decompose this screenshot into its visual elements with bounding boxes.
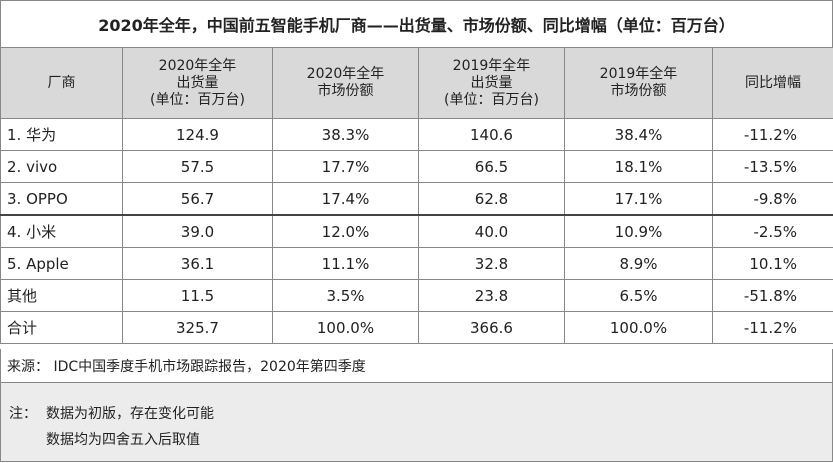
cell: 366.6	[418, 311, 565, 344]
header-text: 2020年全年	[306, 66, 385, 82]
header-row: 厂商 2020年全年 出货量 (单位：百万台) 2020年全年 市场份额 2019年全年 出货…	[0, 47, 833, 119]
header-cell: 2020年全年 市场份额	[272, 47, 419, 119]
cell: 4. 小米	[0, 214, 123, 248]
cell: 124.9	[122, 118, 273, 151]
cell: -11.2%	[712, 311, 833, 344]
notes-label: 注：	[9, 406, 37, 422]
cell: 40.0	[418, 214, 565, 248]
cell: 100.0%	[564, 311, 713, 344]
cell: 10.9%	[564, 214, 713, 248]
cell: 23.8	[418, 279, 565, 312]
cell: -51.8%	[712, 279, 833, 312]
cell: 6.5%	[564, 279, 713, 312]
data-row: 2. vivo 57.5 17.7% 66.5 18.1% -13.5%	[0, 150, 833, 183]
data-row: 1. 华为 124.9 38.3% 140.6 38.4% -11.2%	[0, 118, 833, 151]
cell: 62.8	[418, 182, 565, 216]
data-row: 其他 11.5 3.5% 23.8 6.5% -51.8%	[0, 279, 833, 312]
cell: -2.5%	[712, 214, 833, 248]
header-text: 出货量	[176, 74, 219, 91]
data-row: 4. 小米 39.0 12.0% 40.0 10.9% -2.5%	[0, 214, 833, 248]
notes: 注： 数据为初版，存在变化可能 数据均为四舍五入后取值	[0, 383, 833, 462]
header-text: 2019年全年	[452, 57, 531, 74]
cell: 11.1%	[272, 247, 419, 280]
cell: 325.7	[122, 311, 273, 344]
header-text: (单位：百万台)	[150, 91, 245, 108]
cell: 5. Apple	[0, 247, 123, 280]
cell: 100.0%	[272, 311, 419, 344]
cell: 11.5	[122, 279, 273, 312]
header-text: 市场份额	[610, 83, 667, 99]
header-cell: 2020年全年 出货量 (单位：百万台)	[122, 47, 273, 119]
header-cell: 厂商	[0, 47, 123, 119]
data-row: 3. OPPO 56.7 17.4% 62.8 17.1% -9.8%	[0, 182, 833, 216]
cell: 1. 华为	[0, 118, 123, 151]
cell: 3.5%	[272, 279, 419, 312]
cell: 66.5	[418, 150, 565, 183]
cell: 140.6	[418, 118, 565, 151]
cell: -9.8%	[712, 182, 833, 216]
header-text: 厂商	[47, 74, 76, 91]
cell: 38.4%	[564, 118, 713, 151]
cell: 合计	[0, 311, 123, 344]
cell: 56.7	[122, 182, 273, 216]
cell: 8.9%	[564, 247, 713, 280]
cell: 36.1	[122, 247, 273, 280]
header-cell: 同比增幅	[712, 47, 833, 119]
cell: 32.8	[418, 247, 565, 280]
cell: 2. vivo	[0, 150, 123, 183]
cell: 17.1%	[564, 182, 713, 216]
cell: -13.5%	[712, 150, 833, 183]
note-line: 数据均为四舍五入后取值	[46, 432, 200, 448]
header-text: 2019年全年	[599, 66, 678, 82]
header-text: 出货量	[470, 74, 513, 91]
header-text: 同比增幅	[745, 74, 801, 91]
data-row: 5. Apple 36.1 11.1% 32.8 8.9% 10.1%	[0, 247, 833, 280]
cell: -11.2%	[712, 118, 833, 151]
cell: 39.0	[122, 214, 273, 248]
header-text: 市场份额	[317, 83, 374, 99]
header-text: 2020年全年	[158, 57, 237, 74]
header-text: (单位：百万台)	[444, 91, 539, 108]
cell: 12.0%	[272, 214, 419, 248]
cell: 57.5	[122, 150, 273, 183]
cell: 17.7%	[272, 150, 419, 183]
title: 2020年全年，中国前五智能手机厂商——出货量、市场份额、同比增幅（单位：百万台…	[0, 0, 833, 47]
table: 厂商 2020年全年 出货量 (单位：百万台) 2020年全年 市场份额 2019年全年 出货…	[0, 47, 833, 344]
data-row: 合计 325.7 100.0% 366.6 100.0% -11.2%	[0, 311, 833, 344]
header-cell: 2019年全年 市场份额	[564, 47, 713, 119]
note-line: 数据为初版，存在变化可能	[46, 406, 214, 422]
cell: 38.3%	[272, 118, 419, 151]
header-cell: 2019年全年 出货量 (单位：百万台)	[418, 47, 565, 119]
cell: 17.4%	[272, 182, 419, 216]
cell: 10.1%	[712, 247, 833, 280]
cell: 3. OPPO	[0, 182, 123, 216]
cell: 其他	[0, 279, 123, 312]
cell: 18.1%	[564, 150, 713, 183]
source: 来源： IDC中国季度手机市场跟踪报告，2020年第四季度	[0, 349, 833, 383]
